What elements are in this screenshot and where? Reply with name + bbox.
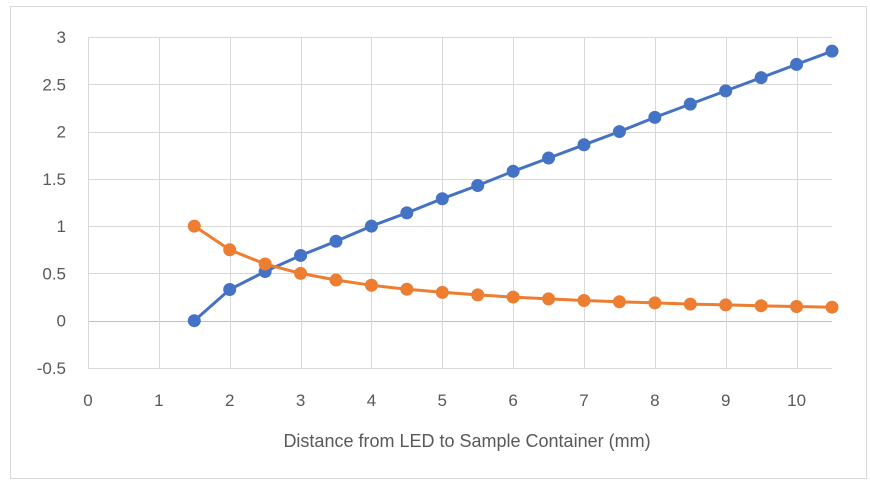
y-tick-label: 2 bbox=[57, 123, 66, 142]
series-1-point bbox=[683, 97, 697, 111]
series-1-point bbox=[294, 248, 308, 262]
series-1-point bbox=[825, 44, 839, 58]
series-2-point bbox=[648, 296, 662, 310]
series-2-point bbox=[364, 278, 378, 292]
x-tick-label: 4 bbox=[367, 391, 376, 410]
series-1-point bbox=[790, 57, 804, 71]
x-tick-label: 2 bbox=[225, 391, 234, 410]
y-tick-label: 0.5 bbox=[42, 264, 66, 283]
series-1-point bbox=[400, 206, 414, 220]
y-tick-label: -0.5 bbox=[37, 359, 66, 378]
series-2-point bbox=[790, 300, 804, 314]
series-1-point bbox=[471, 178, 485, 192]
y-tick-label: 1.5 bbox=[42, 170, 66, 189]
x-tick-label: 9 bbox=[721, 391, 730, 410]
series-2-point bbox=[542, 292, 556, 306]
y-tick-label: 3 bbox=[57, 28, 66, 47]
y-tick-label: 0 bbox=[57, 312, 66, 331]
x-tick-label: 10 bbox=[787, 391, 806, 410]
series-2-point bbox=[435, 285, 449, 299]
series-1-point bbox=[648, 110, 662, 124]
series-2-point bbox=[471, 288, 485, 302]
series-1-point bbox=[223, 283, 237, 297]
x-tick-label: 7 bbox=[579, 391, 588, 410]
series-2-point bbox=[577, 293, 591, 307]
series-1-point bbox=[364, 219, 378, 233]
series-2-point bbox=[223, 243, 237, 257]
x-tick-label: 5 bbox=[438, 391, 447, 410]
series-2-point bbox=[506, 290, 520, 304]
series-group bbox=[187, 44, 839, 328]
series-2-point bbox=[400, 282, 414, 296]
series-1-point bbox=[329, 234, 343, 248]
series-1-point bbox=[542, 151, 556, 165]
series-2-point bbox=[719, 298, 733, 312]
series-2-point bbox=[825, 300, 839, 314]
series-2-point bbox=[754, 299, 768, 313]
series-2-point bbox=[258, 257, 272, 271]
series-1-point bbox=[506, 164, 520, 178]
series-1-point bbox=[435, 192, 449, 206]
series-1-point bbox=[754, 71, 768, 85]
x-tick-label: 6 bbox=[508, 391, 517, 410]
series-1-point bbox=[612, 125, 626, 139]
y-tick-label: 1 bbox=[57, 217, 66, 236]
x-tick-label: 0 bbox=[83, 391, 92, 410]
x-tick-label: 1 bbox=[154, 391, 163, 410]
x-axis-title: Distance from LED to Sample Container (m… bbox=[283, 431, 650, 451]
x-tick-label: 3 bbox=[296, 391, 305, 410]
series-2-point bbox=[683, 297, 697, 311]
y-tick-label: 2.5 bbox=[42, 75, 66, 94]
series-2-point bbox=[187, 219, 201, 233]
series-2-point bbox=[294, 266, 308, 280]
series-2-point bbox=[612, 295, 626, 309]
gridlines bbox=[88, 37, 832, 369]
series-1-point bbox=[719, 84, 733, 98]
series-2-point bbox=[329, 273, 343, 287]
y-tick-labels: -0.5 0 0.5 1 1.5 2 2.5 3 bbox=[37, 28, 66, 378]
x-tick-label: 8 bbox=[650, 391, 659, 410]
series-1-point bbox=[577, 138, 591, 152]
series-1-point bbox=[187, 314, 201, 328]
x-tick-labels: 0 1 2 3 4 5 6 7 8 9 10 bbox=[83, 391, 806, 410]
